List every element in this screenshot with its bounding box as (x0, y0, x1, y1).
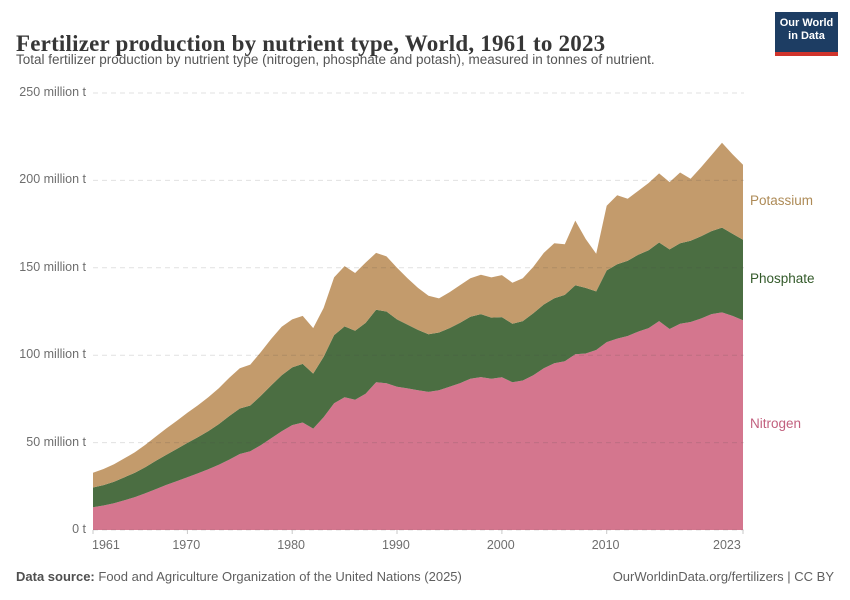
owid-logo-line1: Our World (779, 17, 834, 29)
x-axis-label-2010: 2010 (591, 538, 620, 552)
legend-label-phosphate[interactable]: Phosphate (750, 271, 815, 287)
x-axis-label-1961: 1961 (92, 538, 120, 552)
x-axis-label-1970: 1970 (172, 538, 201, 552)
credit-link[interactable]: OurWorldinData.org/fertilizers | CC BY (612, 569, 834, 584)
area-potassium[interactable] (93, 142, 743, 488)
x-axis-label-2023: 2023 (713, 538, 741, 552)
chart-footer: Data source: Food and Agriculture Organi… (16, 569, 834, 584)
x-axis-label-1980: 1980 (277, 538, 305, 552)
y-axis-label-100: 100 million t (19, 347, 86, 362)
owid-logo[interactable]: Our World in Data (775, 12, 838, 56)
y-axis-label-0: 0 t (72, 522, 86, 536)
y-axis-label-150: 150 million t (19, 259, 86, 274)
legend-label-nitrogen[interactable]: Nitrogen (750, 416, 802, 432)
area-nitrogen[interactable] (93, 312, 743, 530)
area-phosphate[interactable] (93, 227, 743, 508)
y-axis-label-200: 200 million t (19, 172, 86, 187)
data-source-label: Data source: (16, 569, 95, 584)
data-source-text: Food and Agriculture Organization of the… (98, 569, 462, 584)
legend-label-potassium[interactable]: Potassium (750, 193, 814, 209)
page-title: Fertilizer production by nutrient type, … (16, 31, 606, 57)
y-axis-label-250: 250 million t (19, 85, 86, 99)
x-axis-label-2000: 2000 (486, 538, 515, 552)
owid-logo-line2: in Data (788, 30, 825, 42)
x-axis-label-1990: 1990 (382, 538, 410, 552)
y-axis-label-50: 50 million t (26, 434, 86, 449)
chart-subtitle: Total fertilizer production by nutrient … (16, 52, 655, 67)
